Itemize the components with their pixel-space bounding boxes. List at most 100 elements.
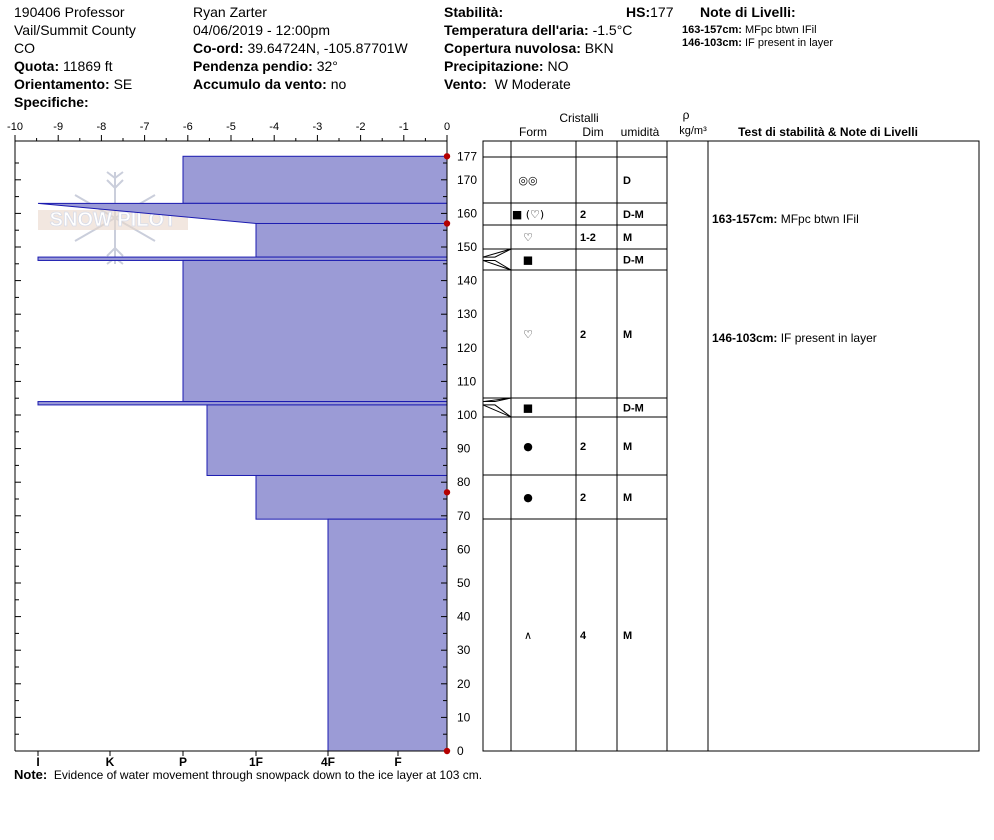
temperature-point [443,747,451,755]
layer-notes-title: Note di Livelli: [700,4,796,20]
height-tick-label: 90 [457,442,471,456]
stability-note: 163-157cm: MFpc btwn IFil [712,212,859,226]
hardness-tick-label: I [36,755,39,769]
height-connector [482,404,512,418]
svg-text:SNOW PILOT: SNOW PILOT [50,209,177,231]
temp-tick-label: 0 [444,121,450,133]
aspect: Orientamento: SE [14,76,133,92]
temp-tick-label: -2 [356,121,366,133]
precipitation: Precipitazione: NO [444,58,569,74]
location: Vail/Summit County [14,22,136,38]
hardness-bar [182,259,448,403]
moisture-value: D [623,175,631,187]
snowpilot-watermark: SNOW PILOT [38,171,188,265]
stability-note: 146-103cm: IF present in layer [712,331,877,345]
specifics: Specifiche: [14,94,89,110]
hardness-bar [327,518,448,752]
temp-tick-label: -7 [140,121,150,133]
temp-tick-label: -5 [226,121,236,133]
temp-tick-label: -10 [7,121,23,133]
wind-loading: Accumulo da vento: no [193,76,347,92]
grain-form: ◎◎ [518,174,537,187]
hardness-tick-label: 4F [321,755,335,769]
height-connector [483,397,512,403]
grain-form: ♡ [523,328,533,341]
elevation: Quota: 11869 ft [14,58,113,74]
moisture-value: M [623,232,632,244]
grain-size: 2 [580,209,586,221]
hardness-bar [206,404,448,476]
form-header: Form [519,125,547,139]
moisture-value: M [623,441,632,453]
temp-tick-label: -6 [183,121,193,133]
grain-form: ● [523,440,533,453]
height-tick-label: 140 [457,274,477,288]
grain-size: 2 [580,492,586,504]
height-tick-label: 40 [457,610,471,624]
layer-note-2: 146-103cm: IF present in layer [682,37,834,49]
height-tick-label: 120 [457,341,477,355]
grain-form: ■ [523,254,533,267]
slope: Pendenza pendio: 32° [193,58,338,74]
height-tick-label: 20 [457,677,471,691]
height-connector [482,259,512,271]
hardness-tick-label: 1F [249,755,263,769]
air-temperature: Temperatura dell'aria: -1.5°C [444,22,633,38]
observer: Ryan Zarter [193,4,267,20]
moisture-value: M [623,630,632,642]
hardness-bar [182,155,448,204]
moisture-value: M [623,329,632,341]
height-connector [483,259,512,271]
grain-form: ∧ [524,629,532,642]
wind: Vento: W Moderate [444,76,571,92]
height-tick-label: 160 [457,206,477,220]
density-header: ρ [683,108,690,122]
height-tick-label: 170 [457,173,477,187]
footnote: Note: Evidence of water movement through… [14,767,483,782]
hardness-tick-label: P [179,755,187,769]
height-tick-label: 30 [457,643,471,657]
cloud-cover: Copertura nuvolosa: BKN [444,40,614,56]
crystals-header: Cristalli [559,111,598,125]
height-connector [482,397,512,403]
grain-form: ● [523,491,533,504]
moisture-value: M [623,492,632,504]
height-tick-label: 10 [457,710,471,724]
temp-tick-label: -8 [97,121,107,133]
height-tick-label: 80 [457,475,471,489]
height-tick-label: 60 [457,542,471,556]
temp-tick-label: -1 [399,121,409,133]
temperature-point [443,489,451,496]
hardness-bar [255,222,448,258]
density-unit: kg/m³ [679,125,707,137]
layer-note-1: 163-157cm: MFpc btwn IFil [682,24,817,36]
state: CO [14,40,35,56]
grain-form: ■ [523,402,533,415]
hardness-bar [255,474,448,520]
hardness-bar [37,256,448,261]
height-tick-label: 70 [457,509,471,523]
stability: Stabilità: [444,4,504,20]
coordinates: Co-ord: 39.64724N, -105.87701W [193,40,408,56]
height-connector [483,404,512,418]
grain-form: ♡ [523,231,533,244]
height-connector [483,248,512,258]
dim-header: Dim [582,125,603,139]
moisture-value: D-M [623,255,644,267]
grain-size: 2 [580,329,586,341]
temperature-point [443,220,451,227]
hardness-tick-label: K [106,755,115,769]
tests-header: Test di stabilità & Note di Livelli [738,125,918,139]
snow-height: HS:177 [626,4,674,20]
height-connector [482,248,512,258]
grain-size: 1-2 [580,232,596,244]
height-tick-label: 177 [457,149,477,163]
moisture-header: umidità [621,125,660,139]
temp-tick-label: -3 [313,121,323,133]
height-tick-label: 110 [457,374,476,388]
layer-table-frame [482,140,980,752]
temperature-point [443,153,451,160]
site-name: 190406 Professor [14,4,125,20]
grain-form: ■ (♡) [512,208,544,221]
